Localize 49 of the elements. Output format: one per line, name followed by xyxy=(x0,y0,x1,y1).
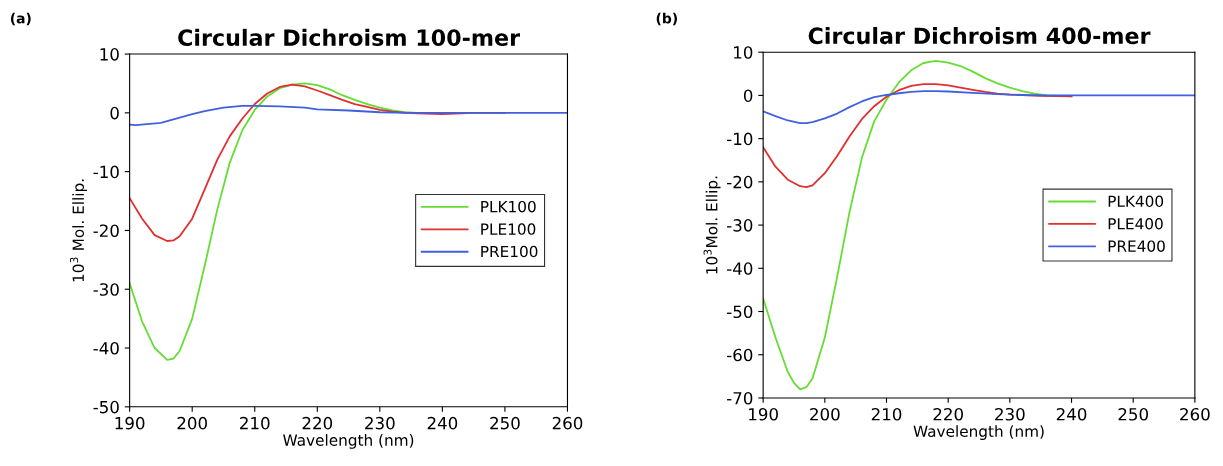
x-tick-label: 230 xyxy=(365,416,395,430)
legend-label: PRE400 xyxy=(1108,240,1165,252)
y-tick-label: 0 xyxy=(110,106,119,120)
legend-label: PLE400 xyxy=(1108,217,1163,230)
chart-title: Circular Dichroism 400-mer xyxy=(808,26,1151,45)
x-tick-label: 210 xyxy=(871,407,902,421)
x-tick-label: 190 xyxy=(749,407,778,421)
x-tick-label: 240 xyxy=(427,416,458,430)
chart-title: Circular Dichroism 100-mer xyxy=(178,28,520,47)
x-tick-label: 240 xyxy=(1056,407,1087,421)
x-tick-label: 260 xyxy=(552,416,583,430)
line-series xyxy=(129,104,568,127)
y-tick-label: 10 xyxy=(100,48,119,61)
x-tick-label: 210 xyxy=(240,416,270,430)
legend-label: PLE100 xyxy=(481,223,536,235)
x-tick-label: 250 xyxy=(490,416,520,430)
x-tick-label: 200 xyxy=(177,416,207,430)
y-tick-label: -70 xyxy=(727,391,753,405)
x-tick-label: 230 xyxy=(995,407,1025,421)
y-tick-label: -20 xyxy=(93,224,119,238)
y-tick-label: -30 xyxy=(727,219,753,232)
y-tick-label: -10 xyxy=(727,132,753,146)
y-tick-label: -20 xyxy=(727,175,753,189)
y-axis-title: 10$^{3}$Mol. Ellip. xyxy=(703,176,721,274)
line-series xyxy=(763,90,1195,124)
x-tick-label: 260 xyxy=(1180,407,1210,421)
y-tick-label: -60 xyxy=(727,348,753,362)
legend-label: PLK400 xyxy=(1108,195,1164,208)
line-series xyxy=(763,83,1073,188)
text: (a) xyxy=(10,12,31,26)
x-tick-label: 190 xyxy=(115,416,145,430)
y-tick-label: 0 xyxy=(743,89,753,102)
text: (b) xyxy=(656,12,677,26)
x-axis-title: Wavelength (nm) xyxy=(283,434,414,449)
y-tick-label: -50 xyxy=(93,400,119,414)
x-tick-label: 220 xyxy=(302,416,333,430)
legend-label: PRE100 xyxy=(481,245,538,258)
x-tick-label: 200 xyxy=(810,407,840,421)
legend-label: PLK100 xyxy=(481,200,536,213)
y-tick-label: -40 xyxy=(727,262,753,275)
y-axis-title: 10$^{3}$ Mol. Ellip. xyxy=(70,179,87,282)
y-tick-label: 10 xyxy=(734,46,753,59)
y-tick-label: -50 xyxy=(727,305,753,319)
y-tick-label: -30 xyxy=(93,283,119,296)
y-tick-label: -10 xyxy=(93,165,119,179)
x-tick-label: 220 xyxy=(933,407,963,421)
x-tick-label: 250 xyxy=(1118,407,1148,421)
x-axis-title: Wavelength (nm) xyxy=(913,425,1044,440)
y-tick-label: -40 xyxy=(93,341,119,355)
